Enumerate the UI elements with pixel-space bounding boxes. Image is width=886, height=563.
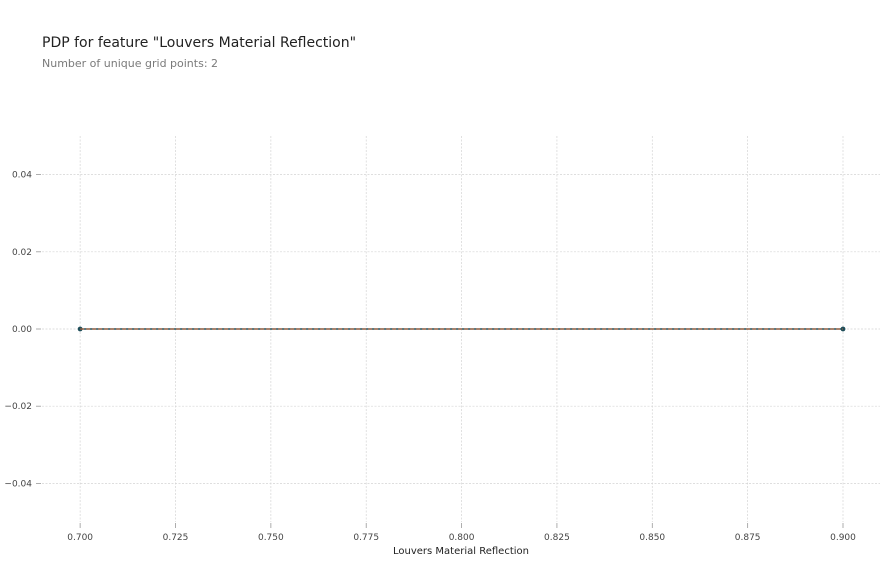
chart-title: PDP for feature "Louvers Material Reflec… <box>42 35 357 51</box>
x-tick-label: 0.725 <box>163 533 189 543</box>
x-tick-label: 0.775 <box>353 533 379 543</box>
series-layer <box>77 326 846 332</box>
y-axis: 0.04 0.02 0.00 −0.02 −0.04 <box>4 171 41 489</box>
x-tick-label: 0.700 <box>67 533 93 543</box>
y-tick-label: −0.04 <box>4 479 32 489</box>
x-tick-label: 0.825 <box>544 533 570 543</box>
y-tick-label: 0.04 <box>12 171 32 181</box>
x-tick-label: 0.850 <box>639 533 665 543</box>
y-tick-label: 0.02 <box>12 248 32 258</box>
pdp-point <box>840 326 846 332</box>
chart-subtitle: Number of unique grid points: 2 <box>42 57 219 70</box>
x-tick-label: 0.900 <box>830 533 856 543</box>
y-tick-label: 0.00 <box>12 325 32 335</box>
x-tick-label: 0.875 <box>735 533 761 543</box>
x-tick-label: 0.800 <box>449 533 475 543</box>
x-tick-label: 0.750 <box>258 533 284 543</box>
y-tick-label: −0.02 <box>4 402 32 412</box>
x-axis-label: Louvers Material Reflection <box>393 546 529 557</box>
x-axis: 0.700 0.725 0.750 0.775 0.800 0.825 0.850 0.875… <box>67 523 856 543</box>
